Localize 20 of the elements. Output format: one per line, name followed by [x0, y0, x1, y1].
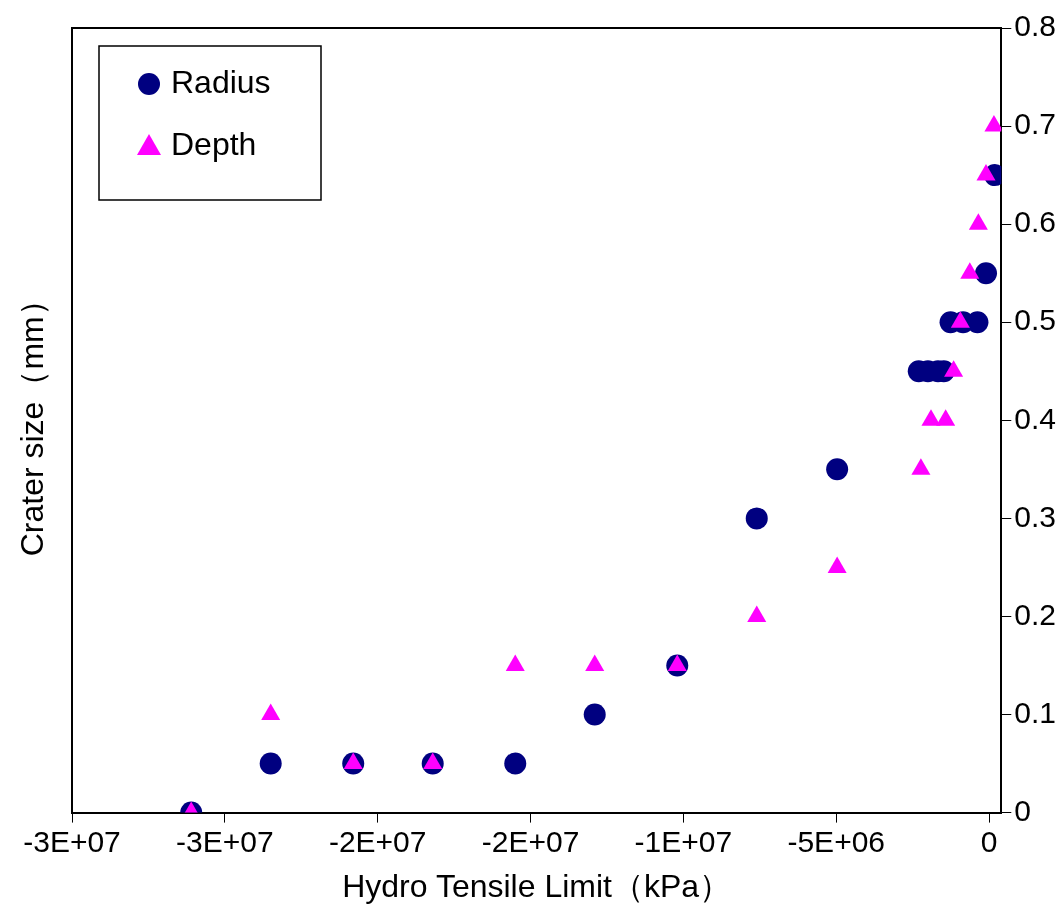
x-axis-title: Hydro Tensile Limit（kPa）	[342, 867, 732, 904]
x-tick-label: -2E+07	[481, 824, 580, 858]
y-tick-label: 0.4	[1014, 401, 1057, 435]
y-tick-label: 0.8	[1014, 9, 1057, 43]
legend-label: Radius	[171, 63, 271, 100]
x-tick-label: -3E+07	[176, 824, 274, 858]
y-tick-label: 0.5	[1014, 303, 1057, 337]
x-tick-label: -1E+07	[634, 824, 733, 858]
x-tick-label: -3E+07	[23, 824, 121, 858]
x-tick-label: 0	[980, 824, 998, 858]
y-tick-label: 0.1	[1014, 695, 1057, 729]
x-tick-label: -5E+06	[787, 824, 886, 858]
y-tick-label: 0.6	[1014, 205, 1057, 239]
y-tick-label: 0.2	[1014, 597, 1057, 631]
legend-label: Depth	[171, 125, 257, 162]
y-axis-title: Crater size（mm）	[13, 284, 50, 557]
y-tick-label: 0.3	[1014, 499, 1057, 533]
x-tick-label: -2E+07	[328, 824, 427, 858]
y-tick-label: 0.7	[1014, 107, 1057, 141]
y-tick-label: 0	[1014, 793, 1031, 827]
